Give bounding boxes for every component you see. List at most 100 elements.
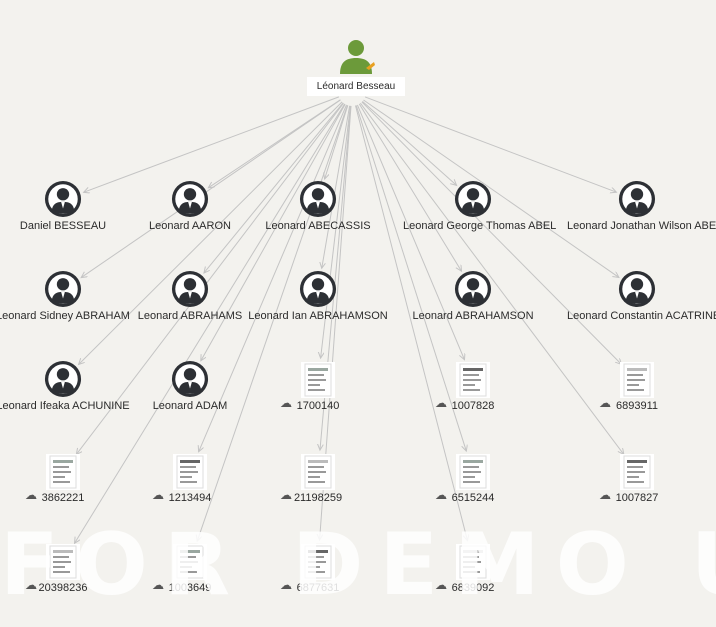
person-node[interactable]: Leonard Ian ABRAHAMSON	[248, 270, 388, 322]
document-node[interactable]: ☁ 1213494	[150, 454, 230, 504]
person-label: Leonard Ifeaka ACHUNINE	[0, 400, 130, 412]
document-thumbnail	[456, 544, 490, 580]
person-label: Leonard ABRAHAMSON	[412, 310, 534, 322]
document-node[interactable]: ☁ 1003649	[150, 544, 230, 594]
edge-to-document	[355, 105, 466, 451]
person-node[interactable]: Leonard ABECASSIS	[248, 180, 388, 232]
person-icon	[454, 270, 492, 308]
document-node[interactable]: ☁ 1700140	[278, 362, 358, 412]
document-preview-icon	[623, 455, 651, 489]
document-label: 1213494	[168, 492, 212, 504]
edge-to-person	[79, 101, 343, 365]
document-node[interactable]: ☁ 6877631	[278, 544, 358, 594]
document-preview-icon	[304, 545, 332, 579]
document-node[interactable]: ☁ 6893911	[597, 362, 677, 412]
document-label: 20398236	[38, 582, 88, 594]
document-label: 6877631	[296, 582, 340, 594]
person-node[interactable]: Leonard Constantin ACATRINEI	[567, 270, 716, 322]
document-label: 21198259	[293, 492, 343, 504]
document-preview-icon	[304, 363, 332, 397]
person-label: Leonard Ian ABRAHAMSON	[248, 310, 388, 322]
edge-to-document	[75, 103, 346, 543]
person-pin-icon	[340, 40, 375, 74]
edge-to-document	[197, 105, 348, 541]
document-label: 1700140	[296, 400, 340, 412]
document-thumbnail	[620, 454, 654, 490]
document-preview-icon	[623, 363, 651, 397]
document-preview-icon	[459, 363, 487, 397]
person-node[interactable]: Leonard ABRAHAMS	[120, 270, 260, 322]
edge-to-person	[201, 103, 346, 361]
document-preview-icon	[176, 455, 204, 489]
person-node[interactable]: Leonard Sidney ABRAHAM	[0, 270, 133, 322]
document-preview-icon	[49, 545, 77, 579]
document-thumbnail	[301, 454, 335, 490]
person-node[interactable]: Leonard George Thomas ABEL	[403, 180, 556, 232]
cloud-icon: ☁	[152, 488, 164, 502]
cloud-icon: ☁	[25, 488, 37, 502]
edge-to-person	[84, 96, 340, 192]
document-node[interactable]: ☁ 1007827	[597, 454, 677, 504]
person-icon	[171, 180, 209, 218]
document-thumbnail	[301, 362, 335, 398]
person-icon	[618, 270, 656, 308]
person-node[interactable]: Leonard ADAM	[120, 360, 260, 412]
person-icon	[44, 180, 82, 218]
document-preview-icon	[49, 455, 77, 489]
document-label: 6893911	[615, 400, 658, 412]
document-thumbnail	[456, 362, 490, 398]
person-node[interactable]: Leonard AARON	[120, 180, 260, 232]
cloud-icon: ☁	[25, 578, 37, 592]
document-thumbnail	[46, 454, 80, 490]
person-icon	[44, 360, 82, 398]
edge-to-person	[364, 96, 616, 192]
root-node[interactable]: Léonard Besseau	[286, 36, 426, 96]
cloud-icon: ☁	[599, 396, 611, 410]
edge-to-person	[363, 99, 618, 277]
document-node[interactable]: ☁ 6515244	[433, 454, 513, 504]
person-label: Leonard ADAM	[152, 400, 228, 412]
person-icon	[299, 270, 337, 308]
document-label: 6839092	[451, 582, 495, 594]
person-icon	[171, 360, 209, 398]
document-node[interactable]: ☁ 21198259	[278, 454, 358, 504]
edge-to-person	[81, 99, 341, 278]
cloud-icon: ☁	[280, 488, 292, 502]
document-node[interactable]: ☁ 6839092	[433, 544, 513, 594]
document-label: 1007828	[451, 400, 495, 412]
document-thumbnail	[301, 544, 335, 580]
document-preview-icon	[304, 455, 332, 489]
edge-to-document	[356, 104, 464, 360]
edge-to-person	[362, 100, 456, 185]
document-thumbnail	[173, 544, 207, 580]
document-label: 1007827	[615, 492, 659, 504]
document-node[interactable]: ☁ 1007828	[433, 362, 513, 412]
person-icon	[299, 180, 337, 218]
document-label: 1003649	[168, 582, 212, 594]
document-thumbnail	[620, 362, 654, 398]
edge-to-person	[325, 105, 349, 179]
edge-to-document	[76, 102, 344, 454]
edge-to-person	[322, 105, 351, 269]
person-node[interactable]: Leonard ABRAHAMSON	[403, 270, 543, 322]
person-node[interactable]: Leonard Ifeaka ACHUNINE	[0, 360, 133, 412]
person-node[interactable]: Leonard Jonathan Wilson ABEL	[567, 180, 716, 232]
cloud-icon: ☁	[435, 396, 447, 410]
cloud-icon: ☁	[435, 488, 447, 502]
document-label: 6515244	[451, 492, 495, 504]
person-label: Leonard AARON	[149, 220, 231, 232]
person-label: Daniel BESSEAU	[19, 220, 107, 232]
document-node[interactable]: ☁ 20398236	[23, 544, 103, 594]
edge-to-document	[359, 102, 623, 454]
person-node[interactable]: Daniel BESSEAU	[0, 180, 133, 232]
root-label: Léonard Besseau	[306, 77, 406, 96]
cloud-icon: ☁	[435, 578, 447, 592]
document-label: 3862221	[41, 492, 85, 504]
document-node[interactable]: ☁ 3862221	[23, 454, 103, 504]
edge-to-document	[361, 101, 622, 364]
document-preview-icon	[176, 545, 204, 579]
document-preview-icon	[459, 455, 487, 489]
cloud-icon: ☁	[599, 488, 611, 502]
edge-to-person	[208, 99, 341, 188]
person-icon	[171, 270, 209, 308]
